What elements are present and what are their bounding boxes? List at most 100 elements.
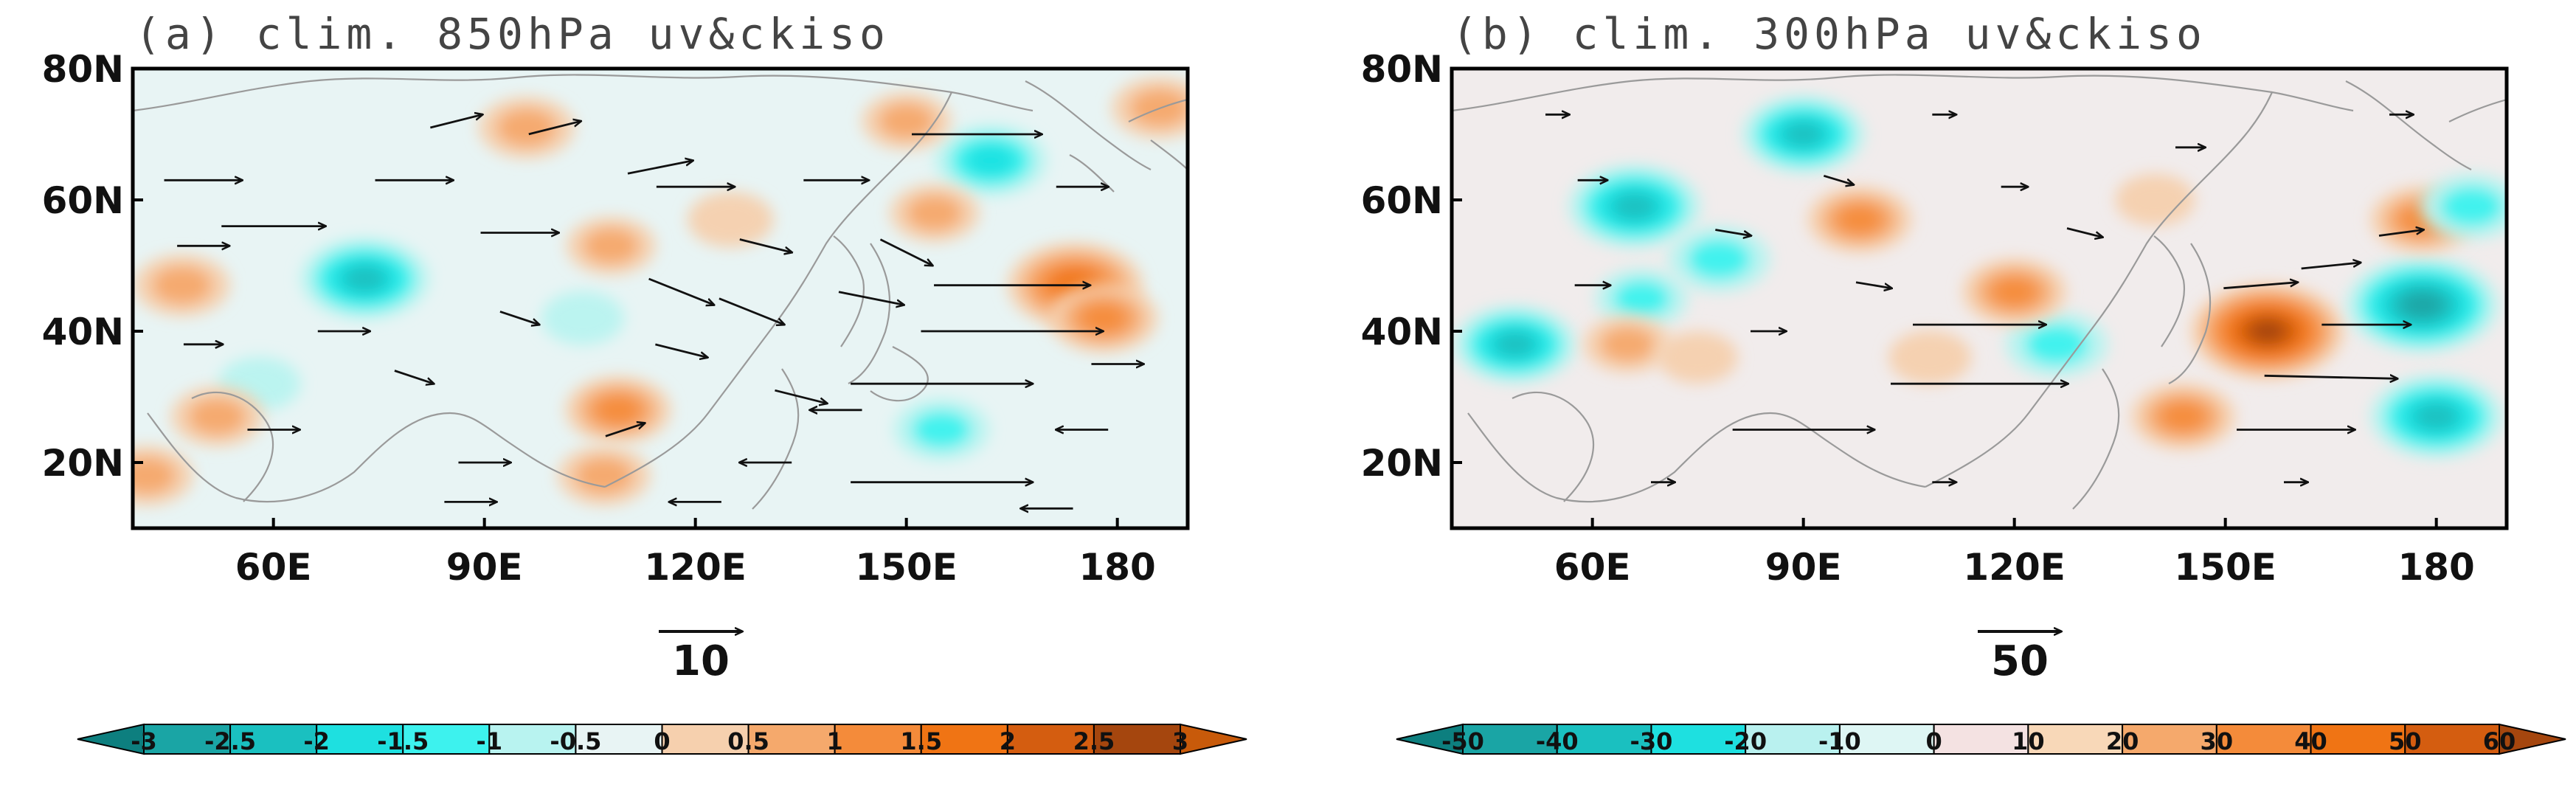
panel-b-colorbar-segment — [1556, 724, 1652, 755]
panel-b-colorbar-tick-label: -10 — [1818, 727, 1861, 755]
panel-a-y-tick-label: 20N — [42, 442, 124, 485]
panel-b-reference-vector: 50 — [1978, 631, 2061, 685]
panel-a-anomaly-14 — [687, 191, 774, 248]
panel-a-y-axis: 20N 40N 60N 80N — [42, 48, 143, 485]
panel-b-colorbar-high-triangle — [2499, 723, 2566, 755]
panel-a-colorbar-segment — [402, 724, 491, 755]
panel-a-x-tick-label: 90E — [446, 546, 523, 589]
panel-b-anomaly-11 — [2420, 173, 2507, 240]
panel-a-colorbar-tick-label: -0.5 — [550, 727, 601, 755]
panel-a-colorbar-segment — [920, 724, 1008, 755]
panel-a-anomaly-8 — [861, 92, 952, 150]
panel-b-colorbar: -50 -40 -30 -20 -10 0 10 20 30 40 50 60 — [1396, 723, 2566, 755]
panel-b-anomaly-7 — [1807, 186, 1912, 253]
panel-b-y-axis: 20N 40N 60N 80N — [1361, 48, 1462, 485]
panel-b-reference-label: 50 — [1991, 637, 2049, 685]
panel-a-wind-vector-8 — [739, 238, 792, 253]
panel-a-colorbar-segment — [316, 724, 404, 755]
panel-a-colorbar-tick-label: -3 — [131, 727, 157, 755]
panel-a-y-tick-label: 80N — [42, 48, 124, 91]
panel-b-colorbar-tick-label: -40 — [1536, 727, 1579, 755]
panel-b-anomaly-2 — [2370, 375, 2503, 459]
panel-b-wind-vectors — [1545, 114, 2423, 482]
panel-a-colorbar-segment — [1006, 724, 1095, 755]
panel-a-anomaly-13 — [566, 217, 656, 275]
panel-a-colorbar-tick-label: 1.5 — [900, 727, 942, 755]
panel-a-anomaly-7 — [478, 97, 575, 159]
panel-b-x-tick-label: 60E — [1554, 546, 1631, 589]
panel-a-colorbar-tick-label: 3 — [1172, 727, 1188, 755]
panel-a-anomaly-17 — [133, 446, 193, 506]
panel-b-colorbar-tick-label: 60 — [2483, 727, 2516, 755]
panel-b-wind-vector-7 — [2301, 263, 2361, 270]
panel-b-wind-vector-6 — [2223, 283, 2297, 290]
panel-a-wind-vector-1 — [528, 121, 581, 136]
panel-a-colorbar: -3 -2.5 -2 -1.5 -1 -0.5 0 0.5 1 1.5 2 2.5 3 — [77, 723, 1247, 755]
panel-b-y-tick-label: 40N — [1361, 311, 1443, 353]
panel-a-coastlines — [133, 74, 1188, 510]
panel-a-x-tick-label: 150E — [855, 546, 958, 589]
panel-b: (b) clim. 300hPa uv&ckiso 60E 90E 120E 150E… — [1361, 9, 2566, 755]
panel-a-anomaly-3 — [893, 398, 990, 461]
panel-b-colorbar-tick-label: 20 — [2106, 727, 2139, 755]
panel-a-y-tick-label: 40N — [42, 311, 124, 353]
panel-a-wind-vector-9 — [879, 238, 932, 266]
panel-b-wind-vector-13 — [1855, 281, 1891, 288]
panel-a-colorbar-tick-label: 2.5 — [1073, 727, 1115, 755]
panel-b-title: (b) clim. 300hPa uv&ckiso — [1452, 9, 2206, 59]
panel-b-wind-vector-4 — [2264, 375, 2397, 378]
panel-b-colorbar-segment — [2310, 724, 2406, 755]
panel-a-colorbar-tick-label: -2.5 — [204, 727, 256, 755]
panel-b-colorbar-tick-label: -50 — [1441, 727, 1484, 755]
panel-b-anomaly-0 — [2190, 283, 2344, 380]
panel-a-title: (a) clim. 850hPa uv&ckiso — [135, 9, 890, 59]
panel-a-anomaly-12 — [564, 375, 671, 444]
panel-a-x-axis: 60E 90E 120E 150E 180 — [235, 518, 1156, 589]
panel-a-anomaly-1 — [934, 125, 1048, 197]
panel-b-wind-vector-10 — [1823, 174, 1853, 184]
panel-a-wind-vector-12 — [838, 291, 904, 305]
panel-a-wind-vector-0 — [429, 114, 482, 129]
panel-a-x-tick-label: 180 — [1078, 546, 1155, 589]
panel-b-colorbar-tick-label: -20 — [1724, 727, 1767, 755]
panel-a-colorbar-tick-label: 0.5 — [727, 727, 769, 755]
panel-a-anomaly-2 — [541, 291, 625, 345]
panel-a-anomaly-16 — [557, 446, 651, 506]
panel-b-y-tick-label: 20N — [1361, 442, 1443, 485]
panel-a-anomaly-layer — [133, 77, 1188, 506]
panel-b-anomaly-15 — [1658, 331, 1738, 384]
panel-b-anomaly-17 — [2115, 173, 2195, 226]
panel-a-colorbar-tick-label: 1 — [827, 727, 843, 755]
panel-a-anomaly-11 — [170, 387, 264, 447]
panel-a-colorbar-high-triangle — [1180, 723, 1247, 755]
panel-b-colorbar-tick-label: 50 — [2389, 727, 2422, 755]
panel-a-colorbar-segment — [1093, 724, 1181, 755]
panel-b-anomaly-8 — [1962, 258, 2067, 325]
panel-a-anomaly-9 — [1111, 77, 1188, 139]
panel-b-coastlines — [1452, 74, 2507, 510]
panel-a-colorbar-tick-label: -1 — [477, 727, 503, 755]
panel-b-anomaly-5 — [1453, 305, 1576, 384]
panel-b-colorbar-segment — [1838, 724, 1935, 755]
panel-a-wind-vector-10 — [648, 277, 714, 305]
panel-a-colorbar-segment — [747, 724, 836, 755]
panel-b-colorbar-segment — [1650, 724, 1747, 755]
panel-a-wind-vector-17 — [655, 343, 707, 358]
panel-b-anomaly-3 — [1568, 165, 1701, 249]
panel-b-anomaly-9 — [2130, 383, 2236, 450]
panel-a-wind-vector-31 — [499, 311, 539, 325]
panel-a-colorbar-tick-label: -1.5 — [377, 727, 429, 755]
panel-a-colorbar-segment — [834, 724, 922, 755]
panel-b-colorbar-segment — [1745, 724, 1841, 755]
panel-a-anomaly-15 — [890, 184, 980, 242]
panel-a-wind-vector-11 — [719, 297, 784, 325]
panel-a-colorbar-segment — [229, 724, 318, 755]
panel-b-anomaly-1 — [2346, 257, 2499, 353]
panel-b-wind-vector-11 — [1715, 229, 1751, 236]
panel-b-anomaly-13 — [1595, 269, 1689, 328]
panel-a-wind-vector-33 — [775, 389, 826, 404]
panel-a-wind-vectors — [164, 114, 1143, 508]
panel-a-wind-vector-25 — [394, 370, 434, 384]
panel-a-reference-vector: 10 — [659, 631, 742, 685]
panel-b-colorbar-tick-label: 0 — [1926, 727, 1942, 755]
